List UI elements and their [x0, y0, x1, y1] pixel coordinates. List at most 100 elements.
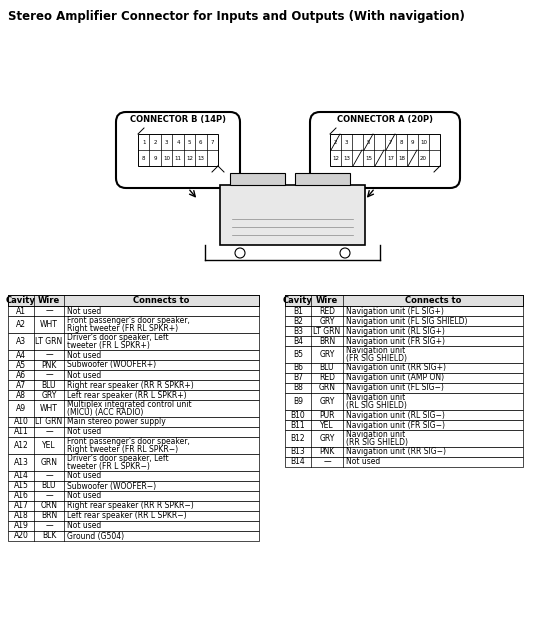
Text: Driver's door speaker, Left: Driver's door speaker, Left [67, 333, 169, 342]
Text: BLK: BLK [42, 531, 56, 541]
Bar [8, 333, 259, 350]
Bar [330, 134, 440, 166]
Text: B11: B11 [291, 420, 305, 429]
Text: Connects to: Connects to [133, 296, 190, 305]
Text: BRN: BRN [319, 337, 335, 346]
Text: —: — [45, 472, 53, 481]
Text: Subwoofer (WOOFER−): Subwoofer (WOOFER−) [67, 481, 156, 490]
Text: Navigation unit (FL SIG+): Navigation unit (FL SIG+) [346, 307, 444, 316]
Text: A14: A14 [14, 472, 29, 481]
Text: A18: A18 [14, 511, 29, 520]
Text: A6: A6 [16, 371, 26, 380]
Bar [285, 336, 523, 346]
Bar [8, 454, 259, 471]
Bar [8, 471, 259, 481]
Text: Wire: Wire [316, 296, 338, 305]
Text: 17: 17 [387, 156, 394, 161]
Text: A7: A7 [16, 381, 26, 390]
Text: B10: B10 [290, 410, 305, 419]
Text: Navigation unit: Navigation unit [346, 346, 405, 355]
Text: Left rear speaker (RR L SPKR−): Left rear speaker (RR L SPKR−) [67, 511, 186, 520]
Text: tweeter (FR L SPKR+): tweeter (FR L SPKR+) [67, 340, 150, 349]
Text: A13: A13 [14, 458, 29, 467]
Text: —: — [45, 522, 53, 531]
Text: GRN: GRN [41, 458, 58, 467]
Text: B6: B6 [293, 364, 303, 372]
Text: B14: B14 [290, 458, 305, 467]
Text: 10: 10 [420, 140, 427, 145]
Text: Navigation unit (RL SIG−): Navigation unit (RL SIG−) [346, 410, 445, 419]
Text: —: — [45, 492, 53, 500]
Text: PUR: PUR [319, 410, 335, 419]
Text: Driver's door speaker, Left: Driver's door speaker, Left [67, 454, 169, 463]
Text: Navigation unit (FL SIG SHIELD): Navigation unit (FL SIG SHIELD) [346, 317, 468, 326]
Text: LT GRN: LT GRN [314, 326, 340, 335]
Text: Multiplex integrated control unit: Multiplex integrated control unit [67, 400, 191, 409]
Text: GRY: GRY [41, 390, 57, 399]
Text: ORN: ORN [41, 502, 58, 511]
Bar [8, 360, 259, 370]
Bar [8, 481, 259, 491]
Bar [285, 373, 523, 383]
Text: 3: 3 [345, 140, 348, 145]
Bar [8, 521, 259, 531]
Bar [285, 410, 523, 420]
Text: GRY: GRY [320, 434, 335, 443]
Text: Navigation unit: Navigation unit [346, 393, 405, 403]
Text: Navigation unit (RR SIG−): Navigation unit (RR SIG−) [346, 447, 446, 456]
Text: A4: A4 [16, 351, 26, 360]
Text: (MICU) (ACC RADIO): (MICU) (ACC RADIO) [67, 408, 144, 417]
Text: B4: B4 [293, 337, 303, 346]
Text: A1: A1 [16, 307, 26, 316]
Text: RED: RED [319, 374, 335, 383]
Bar [8, 417, 259, 427]
Bar [285, 420, 523, 430]
Text: Navigation unit (AMP ON): Navigation unit (AMP ON) [346, 374, 444, 383]
Text: Right tweeter (FR RL SPKR−): Right tweeter (FR RL SPKR−) [67, 445, 178, 454]
Bar [8, 400, 259, 417]
Bar [295, 173, 350, 185]
Text: 10: 10 [163, 156, 170, 161]
Bar [285, 447, 523, 457]
Text: B12: B12 [291, 434, 305, 443]
Text: 2: 2 [153, 140, 157, 145]
Bar [8, 350, 259, 360]
Text: B13: B13 [290, 447, 305, 456]
Bar [220, 185, 365, 245]
Text: 15: 15 [365, 156, 372, 161]
Text: Not used: Not used [67, 492, 101, 500]
Text: B1: B1 [293, 307, 303, 316]
Text: Navigation unit (FR SIG−): Navigation unit (FR SIG−) [346, 420, 445, 429]
Text: Right rear speaker (RR R SPKR−): Right rear speaker (RR R SPKR−) [67, 502, 194, 511]
Text: 9: 9 [411, 140, 414, 145]
Text: Not used: Not used [67, 522, 101, 531]
Text: A10: A10 [14, 417, 29, 426]
Text: 8: 8 [400, 140, 403, 145]
Text: WHT: WHT [40, 404, 58, 413]
Text: PNK: PNK [41, 360, 57, 369]
Text: B9: B9 [293, 397, 303, 406]
Text: LT GRN: LT GRN [35, 417, 63, 426]
Text: Right tweeter (FR RL SPKR+): Right tweeter (FR RL SPKR+) [67, 324, 178, 333]
Text: Navigation unit (FR SIG+): Navigation unit (FR SIG+) [346, 337, 445, 346]
Text: A11: A11 [14, 428, 29, 436]
Text: BLU: BLU [42, 381, 56, 390]
Text: 2: 2 [334, 140, 337, 145]
Text: 13: 13 [197, 156, 205, 161]
Text: —: — [323, 458, 331, 467]
Text: 5: 5 [367, 140, 370, 145]
FancyBboxPatch shape [310, 112, 460, 188]
Text: B3: B3 [293, 326, 303, 335]
Text: Not used: Not used [67, 351, 101, 360]
Text: LT GRN: LT GRN [35, 337, 63, 346]
Text: A19: A19 [14, 522, 29, 531]
Text: CONNECTOR B (14P): CONNECTOR B (14P) [130, 115, 226, 124]
Text: (RL SIG SHIELD): (RL SIG SHIELD) [346, 401, 407, 410]
Text: 9: 9 [153, 156, 157, 161]
Text: —: — [45, 371, 53, 380]
Bar [8, 306, 259, 316]
Text: 4: 4 [176, 140, 180, 145]
FancyBboxPatch shape [116, 112, 240, 188]
Text: A2: A2 [16, 320, 26, 329]
Text: BLU: BLU [42, 481, 56, 490]
